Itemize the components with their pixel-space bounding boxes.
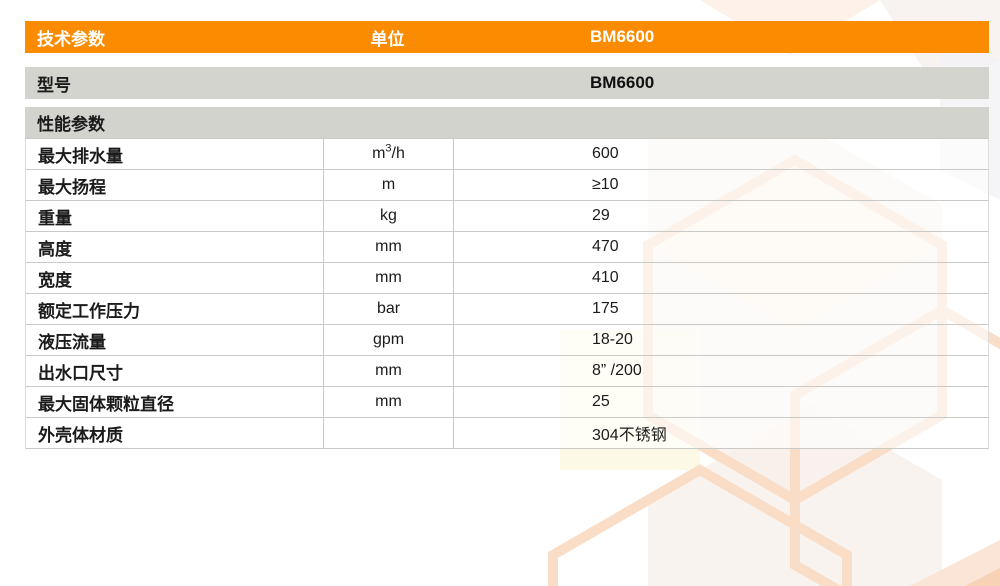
row-label: 高度 <box>26 232 324 262</box>
row-value: 410 <box>592 269 619 286</box>
parameter-rows: 最大排水量 m3/h 600 最大扬程 m ≥10 重量 kg 29 高度 mm… <box>25 138 989 449</box>
spacer <box>25 53 989 67</box>
model-row: 型号 BM6600 <box>25 67 989 99</box>
unit-text: m3/h <box>372 142 405 162</box>
row-value: 8” /200 <box>592 362 642 379</box>
row-unit <box>324 418 454 448</box>
row-unit: bar <box>324 294 454 324</box>
table-row: 最大固体颗粒直径 mm 25 <box>25 387 989 418</box>
row-label: 最大扬程 <box>26 170 324 200</box>
row-label: 宽度 <box>26 263 324 293</box>
table-row: 最大排水量 m3/h 600 <box>25 139 989 170</box>
row-unit: gpm <box>324 325 454 355</box>
table-row: 重量 kg 29 <box>25 201 989 232</box>
header-param-label: 技术参数 <box>37 29 105 49</box>
table-row: 额定工作压力 bar 175 <box>25 294 989 325</box>
row-label: 重量 <box>26 201 324 231</box>
row-unit: m3/h <box>324 139 454 169</box>
row-unit: mm <box>324 387 454 417</box>
row-label: 出水口尺寸 <box>26 356 324 386</box>
row-value: 304不锈钢 <box>592 427 667 444</box>
table-row: 出水口尺寸 mm 8” /200 <box>25 356 989 387</box>
spacer <box>25 99 989 107</box>
section-header-row: 性能参数 <box>25 107 989 138</box>
row-value: 29 <box>592 207 610 224</box>
row-unit: kg <box>324 201 454 231</box>
model-row-label: 型号 <box>37 75 71 95</box>
row-label: 外壳体材质 <box>26 418 324 448</box>
model-row-value: BM6600 <box>590 73 655 92</box>
table-row: 液压流量 gpm 18-20 <box>25 325 989 356</box>
table-header-row: 技术参数 单位 BM6600 <box>25 21 989 53</box>
table-row: 外壳体材质 304不锈钢 <box>25 418 989 449</box>
row-value: 600 <box>592 145 619 162</box>
header-unit-label: 单位 <box>370 29 405 49</box>
row-unit: mm <box>324 263 454 293</box>
table-row: 最大扬程 m ≥10 <box>25 170 989 201</box>
table-row: 高度 mm 470 <box>25 232 989 263</box>
row-unit: m <box>324 170 454 200</box>
row-unit: mm <box>324 356 454 386</box>
row-label: 最大固体颗粒直径 <box>26 387 324 417</box>
row-label: 液压流量 <box>26 325 324 355</box>
row-value: 18-20 <box>592 331 633 348</box>
row-label: 额定工作压力 <box>26 294 324 324</box>
row-value: 25 <box>592 393 610 410</box>
spec-table: 技术参数 单位 BM6600 型号 BM6600 性能参数 最大排水量 m3/h… <box>25 21 989 449</box>
row-label: 最大排水量 <box>26 139 324 169</box>
row-unit: mm <box>324 232 454 262</box>
table-row: 宽度 mm 410 <box>25 263 989 294</box>
header-model-label: BM6600 <box>590 27 655 46</box>
row-value: 175 <box>592 300 619 317</box>
row-value: 470 <box>592 238 619 255</box>
row-value: ≥10 <box>592 176 619 193</box>
section-header-label: 性能参数 <box>37 115 105 134</box>
